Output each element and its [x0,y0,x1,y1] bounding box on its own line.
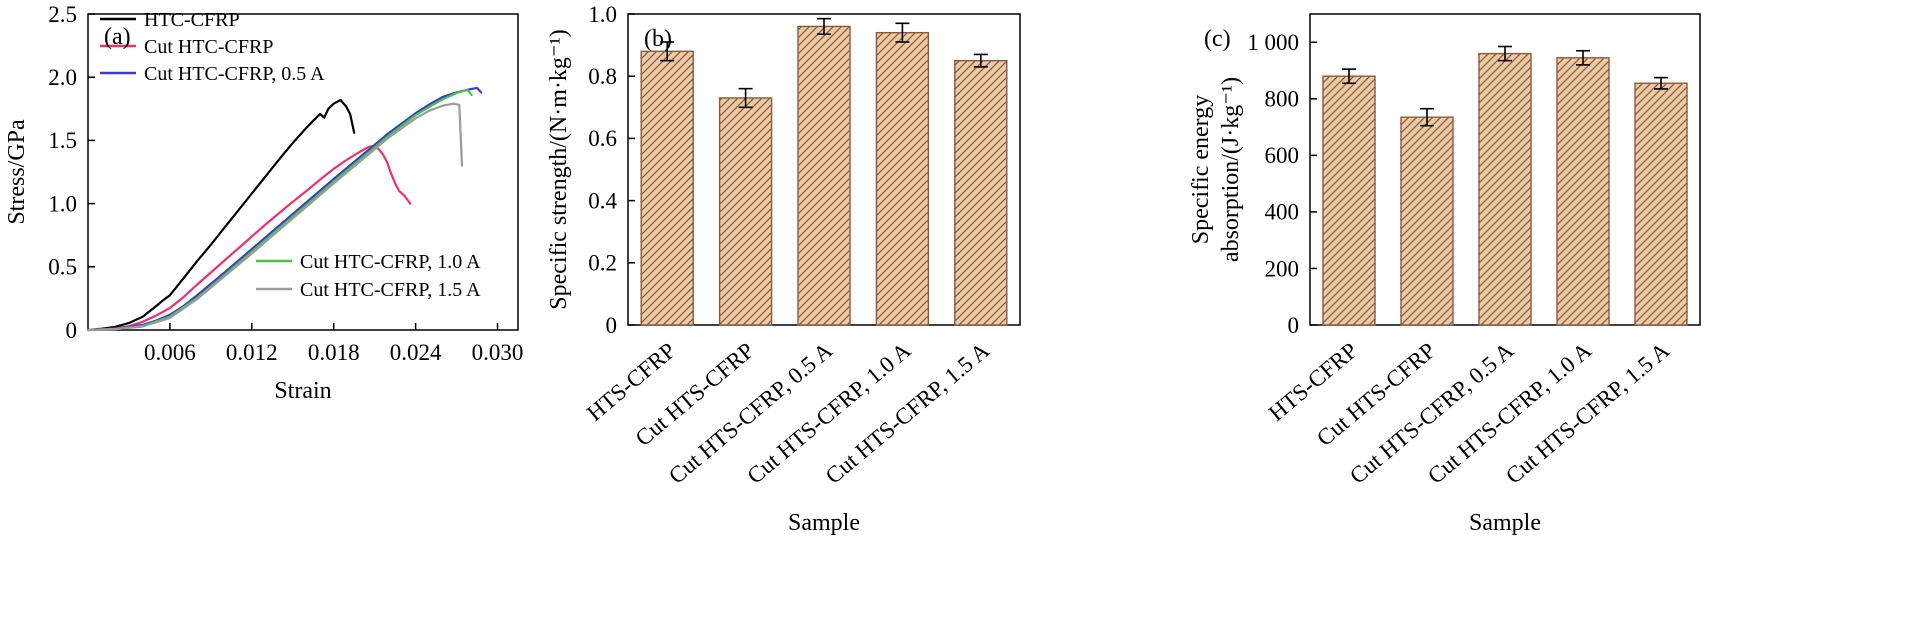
bar-hatch [719,97,772,325]
panel-a-stress-strain-chart: 0.006 0.012 0.018 0.024 0.030 0 0.5 1.0 1.5 2.0 2.… [0,0,540,643]
legend: HTC-CFRP Cut HTC-CFRP Cut HTC-CFRP, 0.5 A [100,9,325,85]
bar-hatch [798,26,850,325]
panel-label: (c) [1204,26,1231,52]
x-tick-label: 0.012 [226,340,278,365]
y-axis-label: Specific energy [1190,95,1214,245]
axes-frame [87,13,519,331]
y-tick-label: 2.5 [48,2,77,27]
x-axis-label: Sample [1469,510,1541,536]
series-line [86,102,464,332]
legend-label: Cut HTC-CFRP [144,36,273,58]
y-tick-label: 1.5 [48,128,77,153]
series-line [86,86,483,332]
bar-hatch [1323,76,1375,325]
bar-hatch [1635,83,1687,325]
bar-hatch [1479,53,1531,325]
bar-hatch [1401,117,1453,325]
x-axis-label: Strain [274,378,331,404]
y-tick-label: 2.0 [48,65,77,90]
panel-label: (a) [104,24,131,50]
y-tick-label: 0.8 [588,64,617,89]
y-tick-label: 0.2 [588,251,617,276]
x-axis-label: Sample [788,510,860,536]
y-tick-label: 1.0 [48,191,77,216]
bar-hatch [876,32,929,325]
y-tick-label: 1.0 [588,2,617,27]
bar-hatch [1557,57,1609,326]
legend-label: Cut HTC-CFRP, 0.5 A [144,63,325,85]
y-tick-label: 0 [66,318,78,343]
y-tick-label: 600 [1265,143,1300,168]
series-line [86,145,412,332]
bar-hatch [641,51,694,325]
y-tick-label: 200 [1265,256,1300,281]
legend-label: Cut HTC-CFRP, 1.5 A [300,279,481,301]
y-tick-label: 1 000 [1247,30,1299,55]
y-axis-label: Stress/GPa [4,119,30,225]
series-line [86,98,356,332]
legend-label: Cut HTC-CFRP, 1.0 A [300,251,481,273]
x-tick-label: 0.024 [390,340,442,365]
y-axis-label: Specific strength/(N·m·kg⁻¹) [546,29,572,309]
y-tick-label: 0 [1288,313,1300,338]
bar-hatch [954,60,1007,326]
x-tick-label: 0.006 [144,340,196,365]
y-tick-label: 800 [1265,87,1300,112]
panel-label: (b) [644,26,672,52]
y-tick-label: 400 [1265,200,1300,225]
series-line [86,88,473,332]
x-tick-label: 0.030 [472,340,524,365]
legend-label: HTC-CFRP [144,9,240,31]
x-tick-label: 0.018 [308,340,360,365]
legend: Cut HTC-CFRP, 1.0 A Cut HTC-CFRP, 1.5 A [256,251,481,301]
y-tick-label: 0.6 [588,126,617,151]
y-tick-label: 0.5 [48,255,77,280]
y-axis-label: absorption/(J·kg⁻¹) [1218,77,1244,262]
y-tick-label: 0 [606,313,618,338]
y-tick-label: 0.4 [588,188,617,213]
